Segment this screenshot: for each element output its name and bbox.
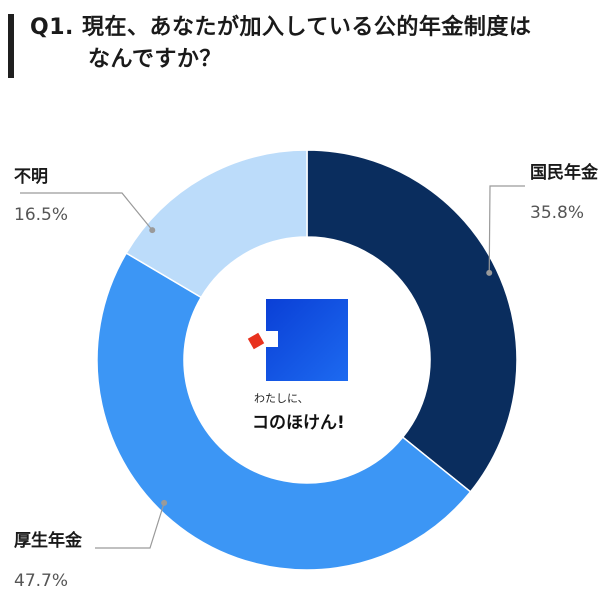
question-line-1: Q1. 現在、あなたが加入している公的年金制度は: [30, 15, 532, 40]
title-accent-bar: [8, 14, 14, 78]
logo-red-mark: [247, 332, 265, 350]
slice-kousei: [96, 252, 472, 571]
label-kousei-name: 厚生年金: [14, 530, 83, 551]
logo-square: [266, 299, 348, 381]
question-title: Q1. 現在、あなたが加入している公的年金制度は なんですか？: [30, 12, 600, 76]
logo-wordmark: コのほけん!: [252, 413, 345, 433]
brand-logo: わたしに、 コのほけん!: [247, 299, 348, 433]
label-fumei-value: 16.5%: [14, 205, 68, 225]
logo-notch: [264, 331, 278, 347]
label-kousei-value: 47.7%: [14, 571, 68, 591]
slice-fumei: [125, 149, 308, 299]
leader-kokumin: [488, 185, 525, 273]
logo-tagline: わたしに、: [254, 392, 309, 405]
leader-kousei: [95, 502, 165, 549]
donut-slices: [96, 149, 518, 571]
label-fumei-name: 不明: [14, 167, 48, 187]
leader-fumei-dot: [149, 227, 156, 234]
leader-kousei-dot: [161, 499, 168, 506]
leader-lines: [20, 185, 525, 549]
leader-kokumin-dot: [486, 269, 493, 276]
label-kokumin-value: 35.8%: [530, 203, 584, 223]
question-line-2: なんですか？: [88, 47, 222, 72]
leader-fumei: [20, 192, 153, 231]
slice-kokumin: [306, 149, 518, 493]
label-kokumin-name: 国民年金: [530, 162, 599, 183]
